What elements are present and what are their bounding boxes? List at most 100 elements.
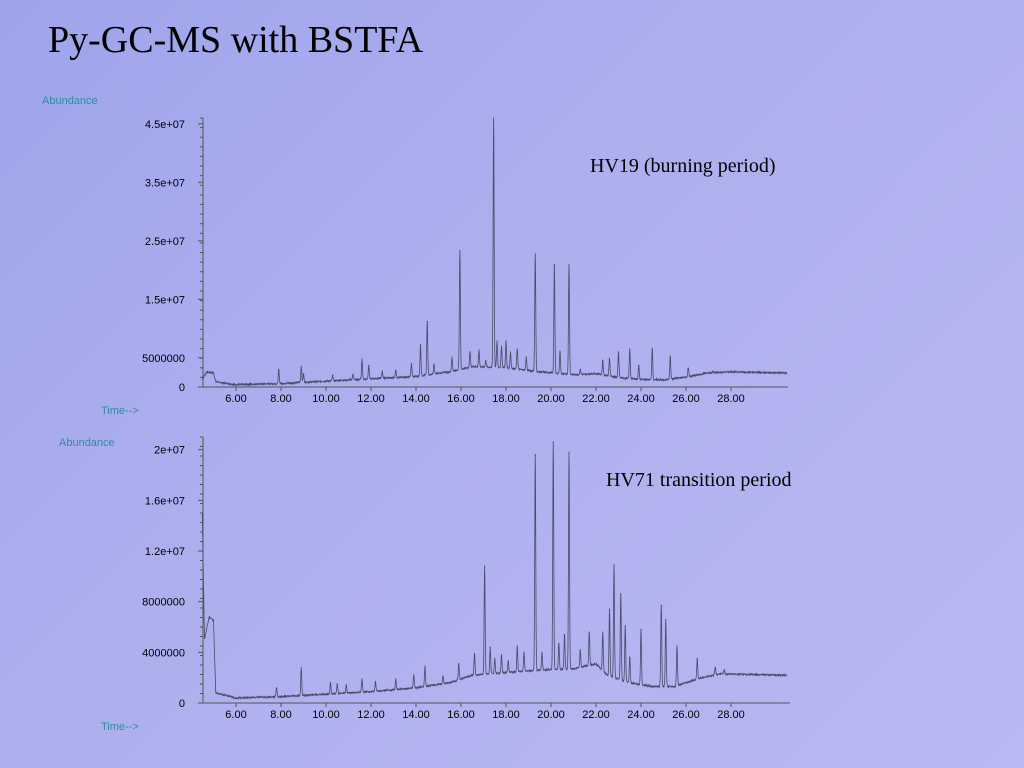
x-tick-label: 28.00 (717, 393, 745, 405)
peak-point (278, 368, 280, 371)
peak-point (473, 653, 476, 655)
peak-point (381, 371, 383, 373)
peak-point (410, 363, 413, 365)
peak-point (723, 669, 725, 671)
x-axis-label: Time--> (101, 721, 139, 733)
y-tick-label: 3.5e+07 (145, 177, 185, 189)
peak-point (451, 356, 453, 358)
peak-point (458, 663, 460, 665)
x-tick-label: 26.00 (672, 393, 700, 405)
peak-point (553, 264, 555, 266)
y-tick-label: 5000000 (142, 353, 185, 365)
peak-point (500, 345, 503, 347)
y-tick-label: 2e+07 (154, 445, 185, 457)
peak-point (489, 646, 491, 648)
chart-annotation: HV19 (burning period) (590, 155, 776, 177)
peak-point (494, 658, 496, 660)
x-tick-label: 20.00 (537, 709, 565, 721)
peak-point (629, 656, 631, 659)
peak-point (541, 651, 543, 653)
peak-point (629, 348, 631, 350)
y-axis-label: Abundance (59, 437, 115, 449)
x-axis-label: Time--> (101, 405, 139, 417)
x-tick-label: 6.00 (225, 709, 246, 721)
chromatogram-hv19: Abundance Time--> HV19 (burning period) … (42, 95, 788, 417)
y-tick-label: 1.6e+07 (145, 495, 185, 507)
tick-labels: 0 4000000 8000000 1.2e+07 1.6e+07 2e+07 6.00 8.… (142, 445, 745, 721)
peak-point (361, 358, 363, 360)
x-tick-label: 8.00 (270, 393, 291, 405)
peak-point (413, 674, 415, 676)
peak-point (703, 372, 705, 374)
peak-point (485, 360, 487, 362)
peak-point (516, 348, 518, 350)
peak-point (368, 364, 370, 366)
peak-point (638, 364, 640, 366)
peak-point (676, 645, 678, 647)
y-tick-label: 0 (179, 698, 185, 710)
peak-point (509, 351, 512, 353)
peak-point (579, 649, 581, 651)
plot-area (201, 117, 788, 387)
peak-point (608, 357, 611, 359)
peak-point (602, 359, 604, 361)
peak-point (552, 441, 554, 443)
peak-point (300, 365, 302, 368)
peak-point (568, 451, 570, 453)
x-tick-label: 18.00 (492, 393, 520, 405)
x-tick-label: 10.00 (312, 393, 340, 405)
peak-point (395, 370, 397, 372)
peak-point (558, 642, 560, 645)
peak-point (534, 253, 536, 255)
peak-point (275, 687, 278, 689)
slide-title: Py-GC-MS with BSTFA (48, 19, 424, 61)
x-tick-label: 22.00 (582, 709, 610, 721)
x-tick-label: 12.00 (357, 709, 385, 721)
tick-labels: 0 5000000 1.5e+07 2.5e+07 3.5e+07 4.5e+07 6.00… (142, 119, 745, 405)
peak-point (687, 367, 689, 369)
chromatogram-trace (201, 118, 788, 387)
x-tick-label: 20.00 (537, 393, 565, 405)
peak-point (714, 666, 716, 669)
peak-point (568, 264, 570, 266)
peak-point (588, 631, 590, 633)
x-tick-label: 10.00 (312, 709, 340, 721)
peak-point (665, 618, 667, 621)
axes (198, 117, 788, 391)
peak-point (300, 666, 302, 669)
y-tick-label: 2.5e+07 (145, 236, 185, 248)
peak-point (730, 673, 732, 675)
peak-point (442, 675, 444, 678)
peak-point (669, 355, 671, 357)
peak-point (516, 645, 518, 647)
peak-point (579, 368, 581, 371)
x-tick-label: 16.00 (447, 393, 475, 405)
plot-area (201, 441, 788, 700)
y-tick-label: 4.5e+07 (145, 119, 185, 131)
peak-point (696, 658, 698, 660)
x-tick-label: 14.00 (402, 709, 430, 721)
peak-point (507, 660, 509, 662)
y-tick-label: 8000000 (142, 597, 185, 609)
peak-point (478, 349, 480, 351)
peak-point (620, 593, 622, 595)
peak-point (651, 347, 653, 350)
peak-point (525, 356, 527, 358)
peak-point (640, 628, 642, 631)
peak-point (336, 683, 338, 685)
peak-point (563, 634, 566, 636)
y-tick-label: 0 (179, 382, 185, 394)
peak-point (602, 631, 604, 633)
x-tick-label: 6.00 (225, 393, 246, 405)
peak-point (469, 351, 471, 353)
peak-point (395, 678, 397, 680)
peak-point (345, 684, 347, 686)
peak-point (496, 340, 498, 342)
peak-point (329, 682, 332, 684)
peak-point (361, 678, 363, 680)
x-tick-label: 18.00 (492, 709, 520, 721)
peak-point (374, 680, 377, 683)
x-tick-label: 14.00 (402, 393, 430, 405)
chromatogram-trace (201, 441, 788, 700)
peak-point (424, 665, 426, 667)
